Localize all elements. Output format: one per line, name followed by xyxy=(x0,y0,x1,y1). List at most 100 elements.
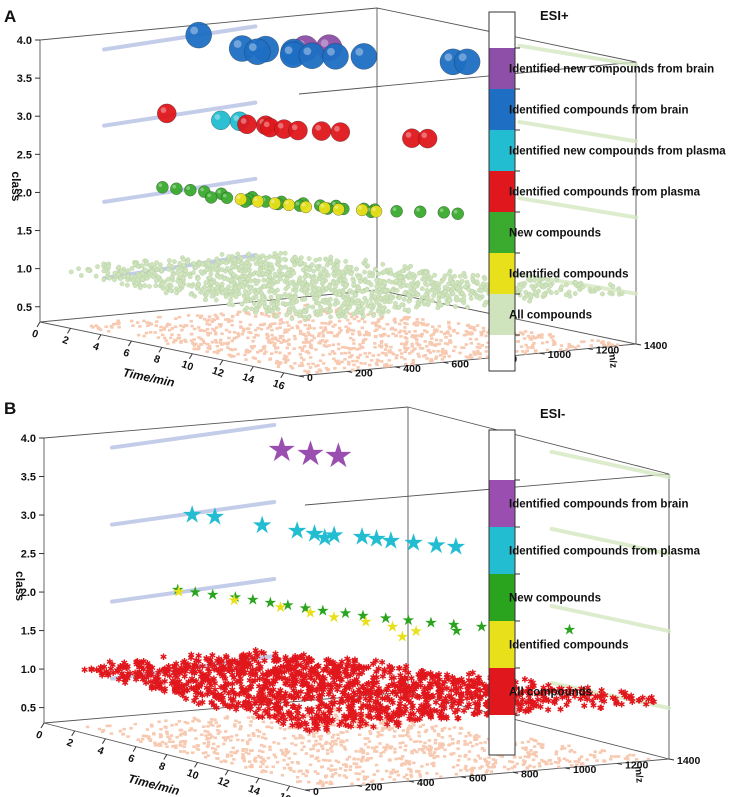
svg-text:✱: ✱ xyxy=(189,677,197,687)
legend-title: ESI- xyxy=(540,406,565,421)
svg-text:✱: ✱ xyxy=(216,659,224,669)
axis-edge-floor-left xyxy=(43,691,409,724)
svg-text:✱: ✱ xyxy=(235,670,243,680)
svg-text:✱: ✱ xyxy=(649,697,657,707)
svg-text:✱: ✱ xyxy=(184,662,192,672)
svg-text:✱: ✱ xyxy=(625,694,633,704)
svg-text:✱: ✱ xyxy=(286,710,294,720)
svg-text:✱: ✱ xyxy=(456,697,464,707)
svg-text:✱: ✱ xyxy=(263,677,271,687)
svg-text:✱: ✱ xyxy=(360,690,368,700)
svg-text:✱: ✱ xyxy=(301,675,309,685)
data-point-highlight xyxy=(223,193,227,198)
svg-text:✱: ✱ xyxy=(385,715,393,725)
data-point xyxy=(170,182,183,195)
svg-text:✱: ✱ xyxy=(161,670,169,680)
data-point xyxy=(288,120,308,141)
svg-text:✱: ✱ xyxy=(238,652,246,662)
svg-text:✱: ✱ xyxy=(409,702,417,712)
svg-text:✱: ✱ xyxy=(350,689,358,699)
svg-text:✱: ✱ xyxy=(223,654,231,664)
svg-text:✱: ✱ xyxy=(419,667,427,677)
z-tick-label: 4.0 xyxy=(17,35,32,47)
data-point: ★ xyxy=(356,607,369,625)
svg-text:✱: ✱ xyxy=(368,688,376,698)
svg-text:✱: ✱ xyxy=(170,679,178,689)
data-point: ★ xyxy=(227,591,240,609)
svg-text:✱: ✱ xyxy=(373,678,381,688)
svg-text:✱: ✱ xyxy=(291,654,299,664)
svg-text:✱: ✱ xyxy=(374,693,382,703)
svg-text:✱: ✱ xyxy=(96,667,104,677)
svg-text:✱: ✱ xyxy=(273,700,281,710)
svg-text:✱: ✱ xyxy=(319,674,327,684)
svg-text:✱: ✱ xyxy=(259,713,267,723)
svg-text:✱: ✱ xyxy=(234,661,242,671)
svg-text:✱: ✱ xyxy=(642,700,650,710)
svg-text:✱: ✱ xyxy=(525,705,533,715)
svg-text:✱: ✱ xyxy=(374,706,382,716)
svg-text:✱: ✱ xyxy=(252,666,260,676)
y-tick-label: 0 xyxy=(313,786,319,797)
legend-swatch xyxy=(489,668,515,715)
x-tick xyxy=(219,359,224,366)
svg-text:✱: ✱ xyxy=(188,684,196,694)
svg-text:✱: ✱ xyxy=(320,710,328,720)
svg-text:✱: ✱ xyxy=(299,713,307,723)
svg-text:✱: ✱ xyxy=(290,686,298,696)
svg-text:✱: ✱ xyxy=(197,673,205,683)
svg-text:✱: ✱ xyxy=(146,663,154,673)
svg-text:✱: ✱ xyxy=(540,684,548,694)
y-tick-label: 200 xyxy=(365,782,383,794)
svg-text:✱: ✱ xyxy=(329,716,337,726)
svg-text:✱: ✱ xyxy=(483,688,491,698)
svg-text:✱: ✱ xyxy=(436,676,444,686)
svg-text:✱: ✱ xyxy=(255,713,263,723)
svg-text:✱: ✱ xyxy=(438,708,446,718)
svg-text:✱: ✱ xyxy=(274,703,282,713)
svg-text:✱: ✱ xyxy=(476,687,484,697)
svg-text:✱: ✱ xyxy=(146,663,154,673)
svg-text:✱: ✱ xyxy=(208,699,216,709)
svg-text:✱: ✱ xyxy=(519,696,527,706)
svg-text:✱: ✱ xyxy=(423,709,431,719)
svg-text:✱: ✱ xyxy=(318,700,326,710)
svg-text:✱: ✱ xyxy=(346,684,354,694)
x-tick-label: 14 xyxy=(241,371,256,386)
svg-text:✱: ✱ xyxy=(199,699,207,709)
svg-text:✱: ✱ xyxy=(272,677,280,687)
legend-swatch xyxy=(489,89,515,130)
svg-text:✱: ✱ xyxy=(395,708,403,718)
svg-text:✱: ✱ xyxy=(295,693,303,703)
svg-text:✱: ✱ xyxy=(476,693,484,703)
svg-text:✱: ✱ xyxy=(344,695,352,705)
svg-text:✱: ✱ xyxy=(217,684,225,694)
svg-text:✱: ✱ xyxy=(540,692,548,702)
svg-text:✱: ✱ xyxy=(331,669,339,679)
svg-text:✱: ✱ xyxy=(537,703,545,713)
svg-text:✱: ✱ xyxy=(326,669,334,679)
svg-text:✱: ✱ xyxy=(316,681,324,691)
svg-text:✱: ✱ xyxy=(289,657,297,667)
svg-text:✱: ✱ xyxy=(381,666,389,676)
svg-text:✱: ✱ xyxy=(266,690,274,700)
y-tick-label: 400 xyxy=(403,363,421,375)
svg-text:✱: ✱ xyxy=(120,659,128,669)
svg-text:✱: ✱ xyxy=(383,705,391,715)
svg-text:✱: ✱ xyxy=(285,708,293,718)
data-point: ★ xyxy=(402,611,415,629)
svg-text:✱: ✱ xyxy=(455,700,463,710)
svg-text:✱: ✱ xyxy=(401,674,409,684)
svg-text:✱: ✱ xyxy=(542,689,550,699)
svg-text:✱: ✱ xyxy=(257,697,265,707)
svg-text:✱: ✱ xyxy=(244,664,252,674)
svg-text:✱: ✱ xyxy=(303,679,311,689)
svg-text:✱: ✱ xyxy=(272,654,280,664)
svg-text:✱: ✱ xyxy=(420,670,428,680)
svg-text:✱: ✱ xyxy=(421,684,429,694)
svg-text:✱: ✱ xyxy=(345,702,353,712)
svg-text:✱: ✱ xyxy=(225,681,233,691)
svg-text:✱: ✱ xyxy=(93,666,101,676)
svg-text:✱: ✱ xyxy=(336,673,344,683)
svg-text:✱: ✱ xyxy=(190,685,198,695)
